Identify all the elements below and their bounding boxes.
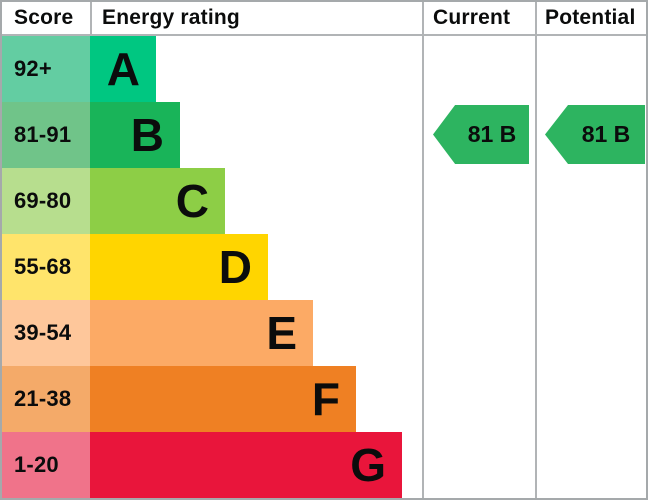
- band-score-label-g: 1-20: [14, 452, 59, 477]
- current-rating-arrow: 81 B: [433, 105, 529, 164]
- band-bar-g: G: [90, 432, 402, 498]
- band-score-cell-a: 92+: [2, 36, 90, 102]
- band-score-cell-e: 39-54: [2, 300, 90, 366]
- chart-header: Score Energy rating Current Potential: [2, 2, 646, 36]
- band-row-b: 81-91 B: [2, 102, 646, 168]
- band-score-label-e: 39-54: [14, 320, 72, 345]
- potential-rating-arrow: 81 B: [545, 105, 645, 164]
- score-column-divider: [90, 2, 92, 34]
- band-bar-e: E: [90, 300, 313, 366]
- current-column-header: Current: [433, 6, 511, 29]
- band-score-label-b: 81-91: [14, 122, 72, 147]
- band-letter-a: A: [106, 43, 140, 95]
- band-score-cell-f: 21-38: [2, 366, 90, 432]
- band-letter-c: C: [175, 175, 209, 227]
- band-bar-a: A: [90, 36, 156, 102]
- potential-column-divider: [535, 2, 537, 498]
- band-letter-e: E: [266, 307, 297, 359]
- band-row-d: 55-68 D: [2, 234, 646, 300]
- band-row-c: 69-80 C: [2, 168, 646, 234]
- potential-rating-label: 81 B: [581, 121, 631, 147]
- current-column-divider: [422, 2, 424, 498]
- band-score-cell-d: 55-68: [2, 234, 90, 300]
- band-letter-b: B: [130, 109, 164, 161]
- band-bar-f: F: [90, 366, 356, 432]
- band-row-g: 1-20 G: [2, 432, 646, 498]
- band-letter-g: G: [350, 439, 386, 491]
- band-rows: 92+ A 81-91 B 69-80 C 55-68: [2, 36, 646, 498]
- band-score-label-f: 21-38: [14, 386, 72, 411]
- band-letter-d: D: [218, 241, 252, 293]
- band-score-label-d: 55-68: [14, 254, 72, 279]
- band-score-cell-c: 69-80: [2, 168, 90, 234]
- band-score-label-a: 92+: [14, 56, 52, 81]
- band-score-cell-b: 81-91: [2, 102, 90, 168]
- band-score-label-c: 69-80: [14, 188, 72, 213]
- potential-column-header: Potential: [545, 6, 636, 29]
- band-bar-d: D: [90, 234, 268, 300]
- score-column-header: Score: [14, 6, 74, 29]
- band-letter-f: F: [311, 373, 340, 425]
- energy-rating-column-header: Energy rating: [102, 6, 240, 29]
- band-row-e: 39-54 E: [2, 300, 646, 366]
- current-rating-label: 81 B: [467, 121, 517, 147]
- band-bar-c: C: [90, 168, 225, 234]
- band-score-cell-g: 1-20: [2, 432, 90, 498]
- band-row-f: 21-38 F: [2, 366, 646, 432]
- band-bar-b: B: [90, 102, 180, 168]
- band-row-a: 92+ A: [2, 36, 646, 102]
